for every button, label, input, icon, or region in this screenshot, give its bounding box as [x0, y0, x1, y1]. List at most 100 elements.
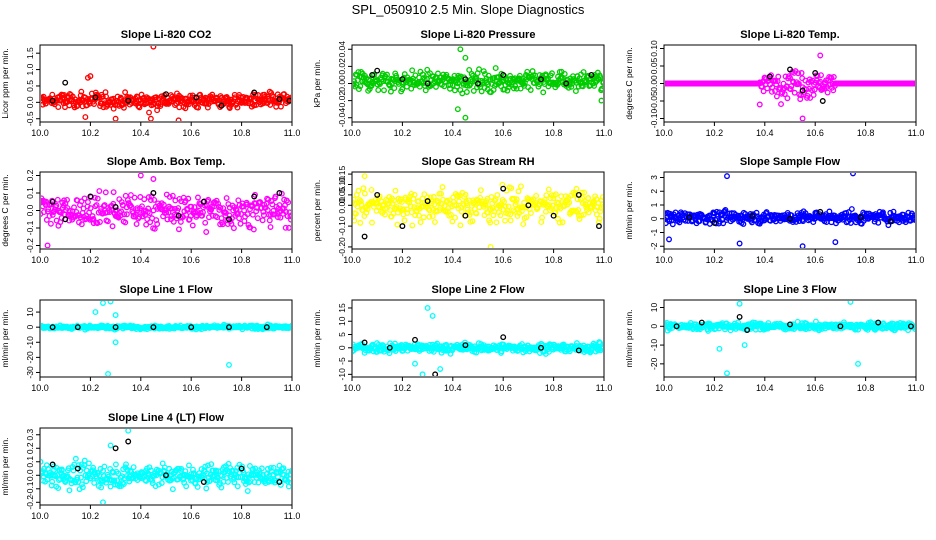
- data-point: [507, 72, 513, 79]
- data-point: [122, 219, 129, 226]
- data-point: [264, 465, 271, 472]
- x-tick-label: 10.8: [545, 383, 563, 393]
- y-tick-label: -30: [25, 366, 35, 379]
- x-tick-label: 10.2: [394, 128, 412, 138]
- plot-panel: Slope Li-820 Temp. degrees C per min. 10.0…: [624, 29, 924, 138]
- data-point: [593, 211, 600, 218]
- data-point: [288, 212, 291, 219]
- data-point: [430, 193, 437, 200]
- data-point: [266, 217, 273, 224]
- y-axis-label: ml/min per min.: [624, 181, 634, 239]
- data-point: [452, 214, 459, 221]
- data-point: [374, 191, 381, 198]
- data-point: [276, 479, 283, 485]
- data-point: [552, 191, 559, 198]
- data-point: [508, 185, 515, 192]
- data-point: [147, 197, 154, 204]
- x-tick-label: 10.0: [655, 383, 673, 393]
- data-point: [249, 211, 256, 218]
- data-point: [188, 203, 195, 210]
- plot-title: Slope Li-820 Temp.: [740, 29, 839, 41]
- plot-frame: [39, 427, 293, 506]
- data-point: [600, 343, 603, 350]
- plot-panel: Slope Gas Stream RH percent per min. 10.0 1…: [312, 156, 612, 265]
- data-point: [912, 216, 915, 223]
- data-point: [518, 183, 524, 190]
- x-tick-label: 10.6: [806, 255, 824, 265]
- data-point: [412, 360, 418, 367]
- data-point: [164, 216, 171, 223]
- x-tick-label: 10.8: [233, 128, 251, 138]
- data-point: [101, 463, 108, 470]
- data-point: [241, 207, 248, 214]
- y-tick-label: -0.10: [649, 109, 659, 129]
- data-point: [375, 87, 382, 94]
- data-point: [374, 67, 381, 74]
- data-point: [403, 206, 410, 213]
- data-point: [875, 319, 882, 326]
- data-point: [420, 79, 427, 86]
- plot-frame: [351, 171, 605, 250]
- scatter-points: [665, 173, 915, 248]
- x-tick-label: 10.2: [394, 383, 412, 393]
- scatter-points: [41, 429, 291, 504]
- data-point: [516, 72, 523, 79]
- data-point: [175, 117, 182, 121]
- scatter-points: [353, 46, 603, 121]
- data-point: [500, 185, 507, 192]
- data-point: [457, 46, 464, 53]
- data-point: [494, 192, 501, 198]
- data-point: [103, 93, 109, 100]
- data-point: [100, 499, 106, 504]
- data-point: [155, 481, 162, 488]
- data-point: [271, 211, 278, 218]
- data-point: [408, 190, 415, 197]
- data-point: [202, 219, 209, 226]
- x-tick-label: 10.8: [857, 128, 875, 138]
- data-point: [112, 204, 119, 210]
- data-point: [550, 212, 557, 219]
- data-point: [258, 465, 265, 472]
- data-point: [428, 200, 435, 207]
- data-point: [49, 324, 56, 331]
- data-point: [72, 455, 79, 462]
- plot-title: Slope Line 2 Flow: [432, 284, 525, 296]
- data-point: [784, 95, 791, 102]
- y-tick-label: 0.3: [25, 429, 35, 441]
- data-point: [565, 84, 572, 91]
- y-tick-label: 0.0: [25, 469, 35, 481]
- data-point: [462, 54, 469, 61]
- data-point: [268, 198, 275, 204]
- data-point: [234, 104, 241, 111]
- y-tick-label: -10: [649, 339, 659, 352]
- x-tick-label: 10.6: [494, 128, 512, 138]
- data-point: [454, 83, 461, 90]
- x-tick-label: 10.2: [82, 255, 100, 265]
- x-tick-label: 10.0: [343, 128, 361, 138]
- data-point: [353, 217, 358, 224]
- data-point: [130, 464, 137, 471]
- scatter-points: [665, 301, 915, 376]
- data-point: [74, 324, 81, 331]
- data-point: [507, 211, 514, 218]
- data-point: [475, 80, 481, 87]
- data-point: [43, 216, 50, 223]
- data-point: [175, 226, 182, 233]
- data-point: [595, 219, 602, 226]
- data-point: [911, 323, 915, 330]
- data-point: [163, 209, 170, 216]
- y-axis-label: Licor ppm per min.: [0, 48, 10, 118]
- data-point: [199, 212, 206, 219]
- data-point: [392, 187, 399, 194]
- data-point: [146, 464, 153, 471]
- x-tick-label: 10.2: [706, 128, 724, 138]
- x-tick-label: 10.2: [706, 255, 724, 265]
- data-point: [431, 219, 438, 225]
- data-point: [194, 209, 201, 215]
- data-point: [389, 200, 396, 207]
- data-point: [812, 70, 819, 76]
- data-point: [741, 342, 748, 349]
- data-point: [469, 78, 476, 85]
- data-point: [193, 94, 200, 101]
- data-point: [87, 193, 94, 200]
